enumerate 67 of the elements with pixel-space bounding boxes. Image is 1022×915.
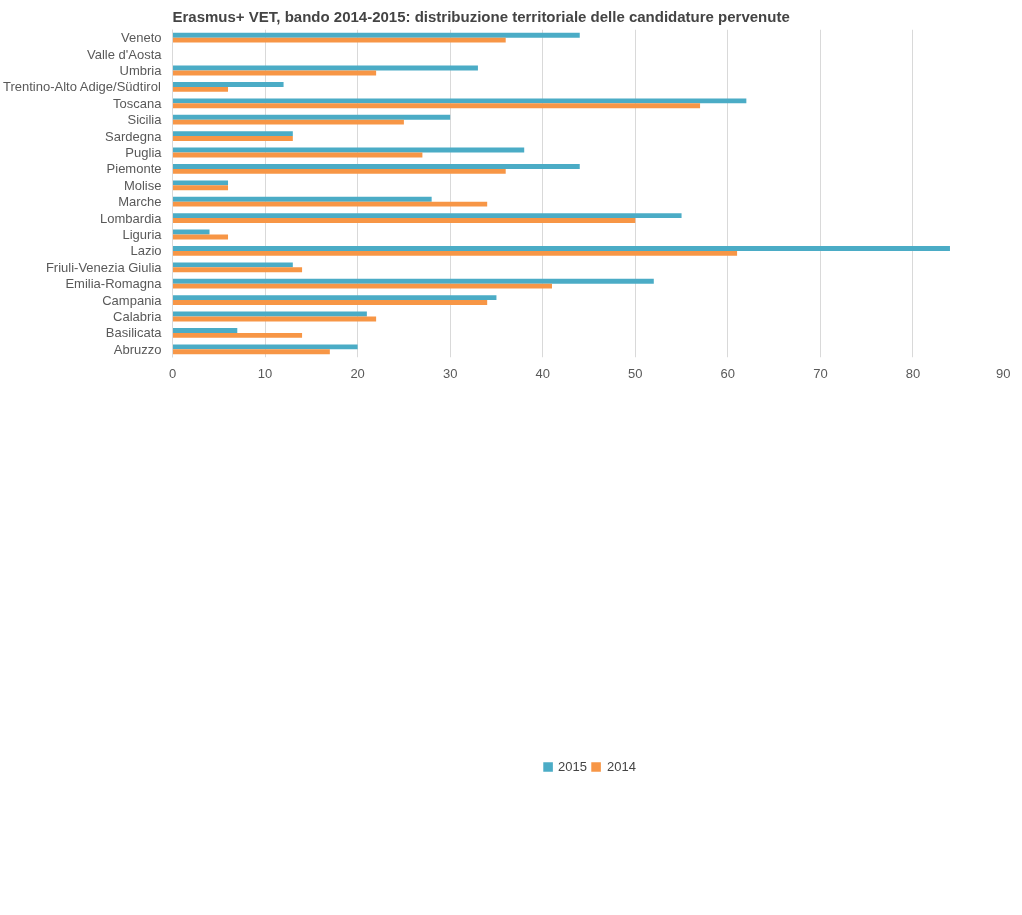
bar bbox=[172, 201, 488, 207]
bar bbox=[172, 262, 293, 268]
bar bbox=[172, 245, 950, 251]
y-tick-label: Campania bbox=[102, 292, 163, 308]
legend-label: 2015 bbox=[558, 758, 587, 774]
bar bbox=[172, 147, 525, 153]
bar bbox=[172, 250, 738, 256]
bar bbox=[172, 229, 210, 235]
bar bbox=[172, 278, 654, 284]
bar bbox=[172, 349, 330, 355]
bar bbox=[172, 213, 682, 219]
bar bbox=[172, 86, 229, 92]
x-tick-label: 60 bbox=[720, 365, 736, 381]
bar bbox=[172, 168, 506, 174]
bar bbox=[172, 37, 506, 43]
x-tick-label: 30 bbox=[442, 365, 458, 381]
bar bbox=[172, 311, 367, 317]
y-tick-label: Trentino-Alto Adige/Südtirol bbox=[3, 79, 161, 95]
bar bbox=[172, 218, 636, 224]
legend-label: 2014 bbox=[607, 758, 636, 774]
bar bbox=[172, 332, 303, 338]
y-tick-label: Umbria bbox=[119, 63, 163, 78]
bar bbox=[172, 283, 552, 289]
y-tick-label: Calabria bbox=[113, 309, 163, 324]
x-tick-label: 0 bbox=[168, 365, 177, 381]
chart-title: Erasmus+ VET, bando 2014-2015: distribuzione territoriale delle candidature pervenute bbox=[172, 7, 790, 25]
y-tick-label: Liguria bbox=[122, 227, 163, 242]
x-tick-label: 20 bbox=[350, 365, 365, 381]
bar bbox=[172, 131, 293, 137]
x-tick-label: 50 bbox=[628, 365, 643, 381]
bar bbox=[172, 98, 747, 104]
y-tick-label: Molise bbox=[123, 177, 162, 193]
bar bbox=[172, 81, 284, 87]
x-tick-label: 10 bbox=[257, 365, 273, 381]
bar bbox=[172, 196, 432, 202]
bar bbox=[172, 163, 580, 169]
bar bbox=[172, 344, 358, 350]
bar bbox=[172, 136, 293, 142]
bar bbox=[172, 65, 478, 71]
y-tick-label: Sicilia bbox=[127, 112, 163, 128]
y-tick-label: Emilia-Romagna bbox=[65, 276, 163, 292]
y-tick-label: Basilicata bbox=[105, 325, 163, 341]
bar bbox=[172, 185, 229, 191]
bar bbox=[172, 180, 229, 186]
bar bbox=[172, 300, 488, 306]
x-tick-label: 40 bbox=[535, 365, 550, 381]
y-tick-label: Valle d'Aosta bbox=[86, 46, 163, 62]
bar bbox=[172, 119, 404, 125]
y-tick-label: Abruzzo bbox=[113, 341, 162, 357]
x-tick-label: 70 bbox=[813, 365, 828, 381]
x-tick-label: 80 bbox=[905, 365, 921, 381]
bar bbox=[172, 114, 451, 120]
y-tick-label: Toscana bbox=[113, 95, 163, 111]
bar bbox=[172, 295, 497, 301]
y-tick-label: Veneto bbox=[121, 30, 162, 46]
y-tick-label: Puglia bbox=[125, 145, 163, 160]
bar bbox=[172, 267, 303, 273]
bar bbox=[172, 103, 701, 109]
y-tick-label: Marche bbox=[118, 194, 162, 210]
y-tick-label: Lombardia bbox=[100, 210, 163, 226]
y-tick-label: Lazio bbox=[130, 243, 162, 259]
bar bbox=[172, 327, 238, 333]
y-tick-label: Piemonte bbox=[106, 161, 162, 177]
y-tick-label: Friuli-Venezia Giulia bbox=[45, 259, 163, 275]
y-tick-label: Sardegna bbox=[105, 128, 163, 144]
bar bbox=[172, 32, 580, 38]
x-tick-label: 90 bbox=[996, 365, 1011, 381]
